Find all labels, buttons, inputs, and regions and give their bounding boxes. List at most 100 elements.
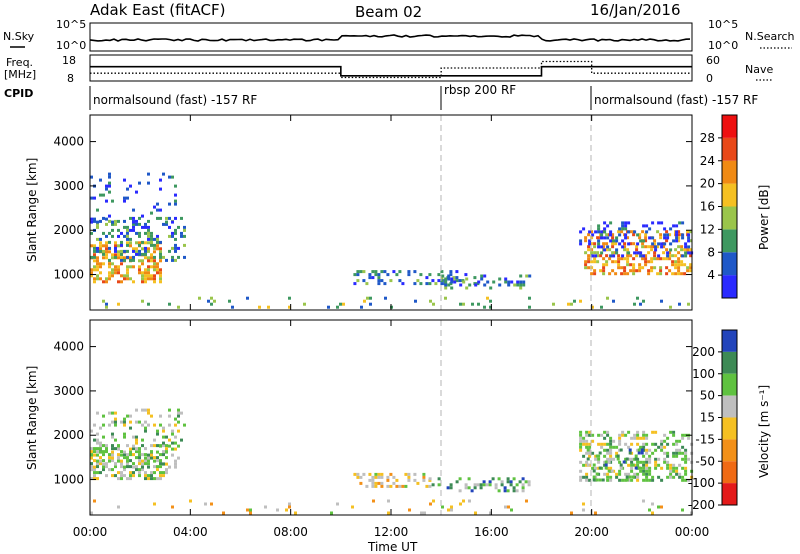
data-cell [102,193,105,197]
data-cell [660,221,664,225]
data-cell [377,282,381,286]
data-cell [587,257,591,261]
data-cell [656,245,660,249]
data-cell [377,475,381,479]
data-cell [132,255,135,259]
data-cell [123,225,126,229]
data-cell [423,511,426,515]
data-cell [651,451,655,455]
data-cell [162,441,165,445]
data-cell [96,471,99,475]
data-cell [522,283,526,287]
data-cell [663,242,667,246]
data-cell [617,266,621,270]
data-cell [330,511,333,515]
data-cell [114,249,117,253]
data-cell [592,469,596,473]
data-cell [598,451,602,455]
data-cell [591,439,595,443]
data-cell [147,474,150,478]
data-cell [147,411,150,415]
data-cell [590,248,594,252]
data-cell [590,272,594,276]
data-cell [616,454,620,458]
data-cell [596,260,600,264]
data-cell [141,277,144,281]
data-cell [138,259,141,263]
data-cell [147,477,150,481]
data-cell [401,282,405,286]
data-cell [450,505,453,509]
data-cell [636,442,640,446]
data-cell [653,242,657,246]
data-cell [90,271,93,275]
data-cell [644,257,648,261]
data-cell [626,254,630,258]
data-cell [327,305,330,309]
colorbar-swatch [722,417,737,440]
data-cell [687,436,691,440]
data-cell [624,472,628,476]
nave-tick-top: 60 [706,54,720,67]
data-cell [633,230,637,234]
data-cell [126,274,129,278]
data-cell [632,257,636,261]
data-cell [665,230,669,234]
data-cell [336,305,339,309]
data-cell [177,225,180,229]
data-cell [648,227,652,231]
station-title: Adak East (fitACF) [90,1,225,19]
data-cell [606,433,610,437]
data-cell [177,456,180,460]
data-cell [174,249,177,253]
data-cell [458,477,462,481]
data-cell [660,242,664,246]
data-cell [632,269,636,273]
data-cell [117,477,120,481]
data-cell [624,224,628,228]
colorbar-swatch [722,115,737,138]
data-cell [377,279,381,283]
data-cell [489,299,492,303]
data-cell [135,247,138,251]
data-cell [579,436,583,440]
data-cell [458,489,462,493]
data-cell [603,463,607,467]
data-cell [596,236,600,240]
data-cell [642,224,646,228]
data-cell [126,465,129,469]
data-cell [657,445,661,449]
data-cell [342,302,345,306]
data-cell [519,283,523,287]
data-cell [640,451,644,455]
data-cell [683,248,687,252]
data-cell [135,441,138,445]
data-cell [623,245,627,249]
data-cell [371,478,375,482]
data-cell [659,272,663,276]
data-cell [126,414,129,418]
data-cell [111,420,114,424]
data-cell [132,258,135,262]
data-cell [96,432,99,436]
data-cell [641,257,645,261]
data-cell [666,254,670,258]
data-cell [651,236,655,240]
data-cell [105,444,108,448]
data-cell [380,475,384,479]
data-cell [90,268,93,272]
data-cell [144,271,147,275]
data-cell [144,225,147,229]
data-cell [120,453,123,457]
data-cell [117,459,120,463]
data-cell [117,268,120,272]
data-cell [686,248,690,252]
data-cell [584,266,588,270]
x-tick-label: 20:00 [574,525,609,539]
data-cell [407,270,411,274]
data-cell [584,260,588,264]
data-cell [614,272,618,276]
y-tick-label: 2000 [53,428,84,442]
data-cell [174,258,177,262]
data-cell [441,274,445,278]
